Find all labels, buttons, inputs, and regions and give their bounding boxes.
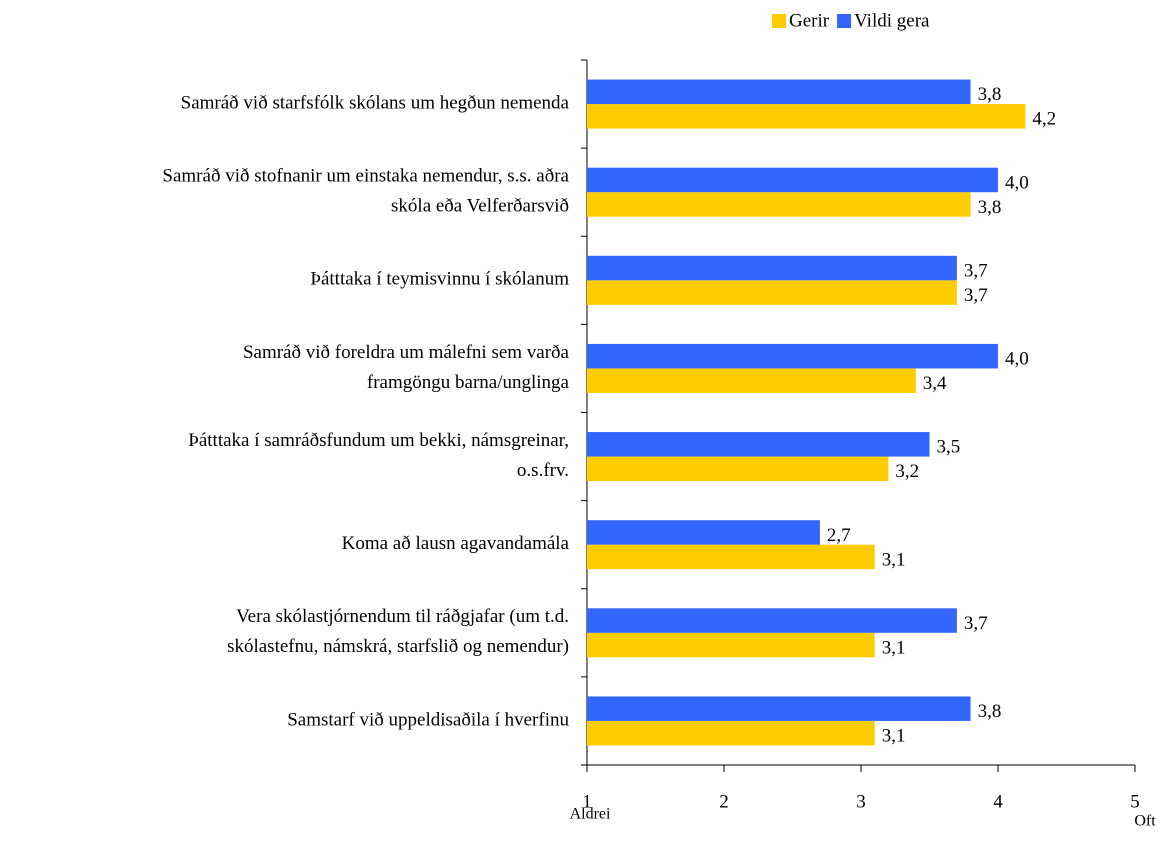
bar (587, 544, 875, 570)
legend-label: Gerir (789, 10, 830, 31)
data-label: 3,8 (978, 84, 1002, 105)
axis-caption: Aldrei (570, 806, 611, 823)
category-label: Vera skólastjórnendum til ráðgjafar (um … (236, 606, 569, 627)
bar (587, 255, 957, 281)
data-label: 4,2 (1032, 109, 1056, 130)
x-tick-label: 1 (582, 791, 592, 812)
category-label: o.s.frv. (517, 460, 569, 481)
data-label: 3,7 (964, 260, 988, 281)
bar (587, 368, 916, 393)
category-label: Koma að lausn agavandamála (342, 533, 570, 554)
legend-label: Vildi gera (854, 10, 930, 31)
bar (587, 720, 875, 746)
data-label: 4,0 (1005, 349, 1029, 370)
bar (587, 696, 971, 721)
category-label: Samráð við foreldra um málefni sem varða (243, 342, 570, 363)
legend-swatch (772, 14, 786, 28)
data-label: 3,5 (937, 437, 961, 458)
category-label: framgöngu barna/unglinga (367, 372, 570, 393)
bar (587, 343, 998, 369)
data-label: 2,7 (827, 525, 851, 546)
data-label: 3,1 (882, 637, 906, 658)
x-tick-label: 3 (856, 791, 866, 812)
x-tick-label: 4 (993, 791, 1003, 812)
data-label: 3,2 (895, 461, 919, 482)
x-tick-label: 2 (719, 791, 729, 812)
category-label: Þátttaka í samráðsfundum um bekki, námsg… (188, 430, 569, 451)
x-tick-label: 5 (1130, 791, 1140, 812)
category-label: skóla eða Velferðarsvið (391, 196, 569, 217)
bar (587, 520, 820, 545)
data-label: 3,1 (882, 549, 906, 570)
data-label: 3,1 (882, 726, 906, 747)
category-label: Samráð við stofnanir um einstaka nemendu… (162, 166, 569, 187)
bar (587, 632, 875, 658)
bar (587, 192, 971, 217)
category-label: Þátttaka í teymisvinnu í skólanum (310, 269, 569, 290)
data-label: 3,7 (964, 285, 988, 306)
bar (587, 456, 889, 482)
bar (587, 167, 998, 193)
bar (587, 432, 930, 457)
bar (587, 280, 957, 305)
category-label: skólastefnu, námskrá, starfslið og nemen… (227, 636, 569, 657)
category-label: Samstarf við uppeldisaðila í hverfinu (287, 709, 569, 730)
category-label: Samráð við starfsfólk skólans um hegðun … (181, 92, 570, 113)
data-label: 3,8 (978, 701, 1002, 722)
data-label: 3,4 (923, 373, 947, 394)
data-label: 3,7 (964, 613, 988, 634)
bar (587, 104, 1026, 129)
data-label: 3,8 (978, 197, 1002, 218)
legend-swatch (837, 14, 852, 28)
bar (587, 79, 971, 105)
data-label: 4,0 (1005, 172, 1029, 193)
axis-caption: Oft (1134, 813, 1156, 830)
bar (587, 608, 957, 633)
